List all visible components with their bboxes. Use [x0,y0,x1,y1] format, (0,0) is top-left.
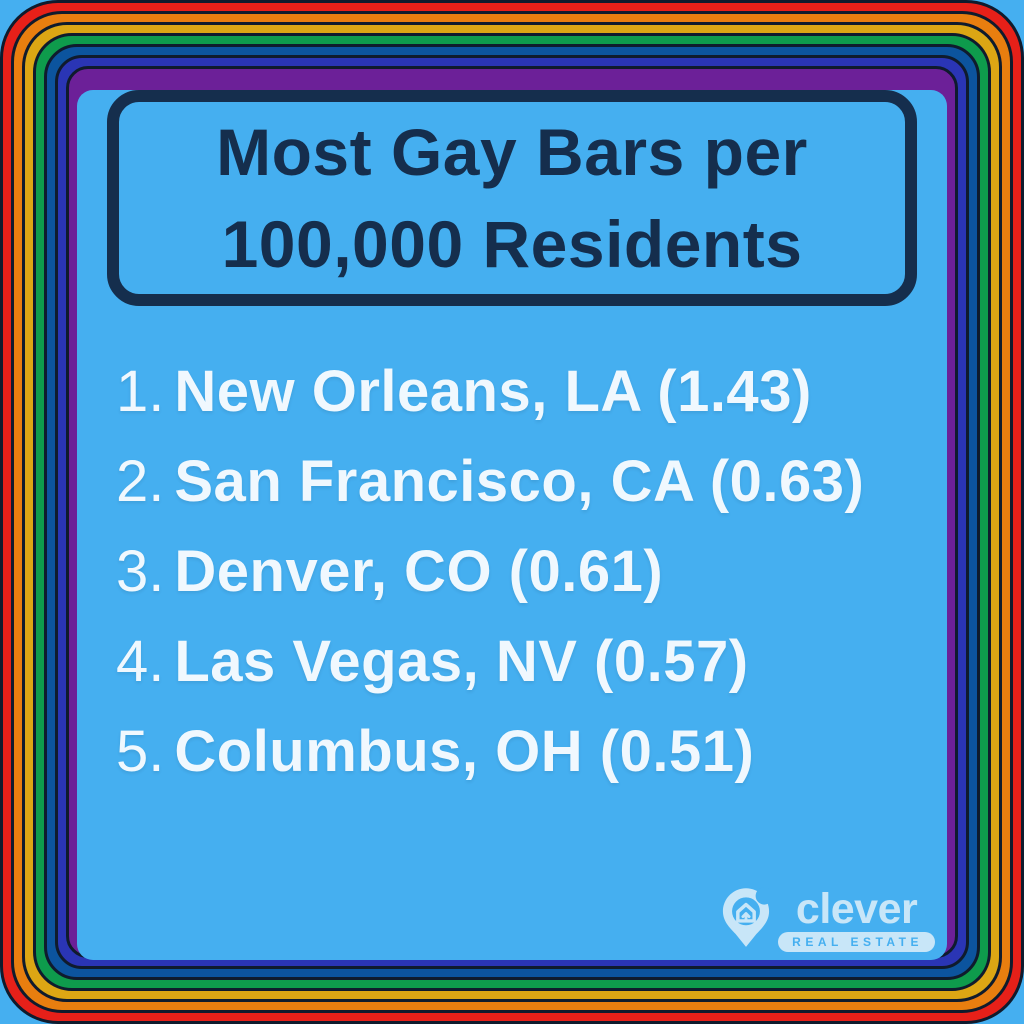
rainbow-border-blue: Most Gay Bars per 100,000 Residents 1. Ne… [44,44,980,980]
list-item: 3. Denver, CO (0.61) [116,527,947,617]
city-value-text: San Francisco, CA (0.63) [174,449,865,514]
rainbow-border-purple: Most Gay Bars per 100,000 Residents 1. Ne… [66,66,958,960]
rainbow-border-yellow: Most Gay Bars per 100,000 Residents 1. Ne… [22,22,1002,1002]
clever-brand-name: clever [795,885,918,933]
list-item: 1. New Orleans, LA (1.43) [116,347,947,437]
clever-logo-text: clever REAL ESTATE [778,885,935,952]
page-title-line2: 100,000 Residents [221,207,803,281]
rainbow-border-green: Most Gay Bars per 100,000 Residents 1. Ne… [33,33,991,991]
city-value-text: Las Vegas, NV (0.57) [174,629,749,694]
rank-number: 2. [116,449,165,514]
page-title-line1: Most Gay Bars per [216,115,808,189]
clever-pin-house-icon [723,887,772,947]
city-value-text: New Orleans, LA (1.43) [174,359,812,424]
city-value-text: Columbus, OH (0.51) [174,719,755,784]
rank-number: 4. [116,629,165,694]
rainbow-border-orange: Most Gay Bars per 100,000 Residents 1. Ne… [11,11,1013,1013]
card-background: Most Gay Bars per 100,000 Residents 1. Ne… [77,90,947,960]
list-item: 5. Columbus, OH (0.51) [116,707,947,797]
rank-number: 5. [116,719,165,784]
list-item: 4. Las Vegas, NV (0.57) [116,617,947,707]
clever-logo: clever REAL ESTATE [721,886,935,952]
list-item: 2. San Francisco, CA (0.63) [116,437,947,527]
ranked-city-list: 1. New Orleans, LA (1.43) 2. San Francisco,… [77,347,947,797]
rainbow-border-indigo: Most Gay Bars per 100,000 Residents 1. Ne… [55,55,969,969]
title-box: Most Gay Bars per 100,000 Residents [107,90,917,306]
clever-tagline-ribbon: REAL ESTATE [778,932,935,952]
rank-number: 3. [116,539,165,604]
city-value-text: Denver, CO (0.61) [174,539,664,604]
rank-number: 1. [116,359,165,424]
